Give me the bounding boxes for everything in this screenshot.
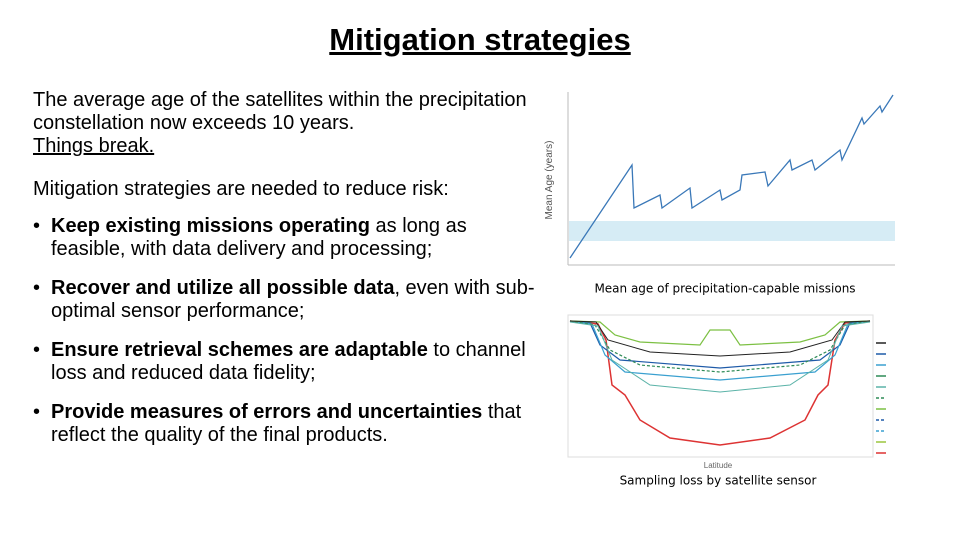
figure-caption: Sampling loss by satellite sensor — [620, 474, 817, 488]
intro-text: The average age of the satellites within… — [33, 89, 527, 134]
slide-title: Mitigation strategies — [329, 22, 631, 57]
plot-frame — [567, 314, 874, 458]
bullet: Ensure retrieval schemes are adaptable t… — [33, 339, 538, 385]
x-axis-label: Latitude — [704, 461, 733, 470]
curve — [569, 320, 871, 446]
bullet-bold: Provide measures of errors and uncertain… — [51, 401, 483, 423]
intro-text: Things break. — [33, 135, 155, 157]
figure-caption: Mean age of precipitation-capable missio… — [594, 282, 855, 296]
y-axis-label: Mean Age (years) — [544, 141, 555, 220]
bullet-text: that reflect the quality of the final pr… — [51, 401, 522, 446]
sampling-figure: Latitude Sampling loss by satellite sens… — [567, 314, 886, 488]
slide-body: The average age of the satellites within… — [33, 89, 538, 463]
curve — [569, 320, 871, 381]
age-line — [569, 94, 894, 259]
bullet-text: as long as feasible, with data delivery … — [51, 215, 467, 260]
curve — [569, 320, 871, 357]
intro: The average age of the satellites within… — [33, 89, 538, 158]
curve — [569, 320, 871, 369]
curve — [569, 320, 871, 346]
bullet-bold: Recover and utilize all possible data — [51, 277, 395, 299]
bullet: Recover and utilize all possible data, e… — [33, 277, 538, 323]
bullet-list: Keep existing missions operating as long… — [33, 215, 538, 447]
bullet: Keep existing missions operating as long… — [33, 215, 538, 261]
age-figure: Mean Age (years) Mean age of precipitati… — [544, 92, 895, 296]
bullet-text: , even with sub-optimal sensor performan… — [51, 277, 535, 322]
bullet-bold: Ensure retrieval schemes are adaptable — [51, 339, 428, 361]
bullet-bold: Keep existing missions operating — [51, 215, 370, 237]
band — [569, 221, 895, 241]
legend — [876, 342, 886, 454]
bullet: Provide measures of errors and uncertain… — [33, 401, 538, 447]
curve — [569, 320, 871, 373]
lead-text: Mitigation strategies are needed to redu… — [33, 178, 449, 200]
curve — [569, 321, 871, 393]
bullet-text: to channel loss and reduced data fidelit… — [51, 339, 526, 384]
